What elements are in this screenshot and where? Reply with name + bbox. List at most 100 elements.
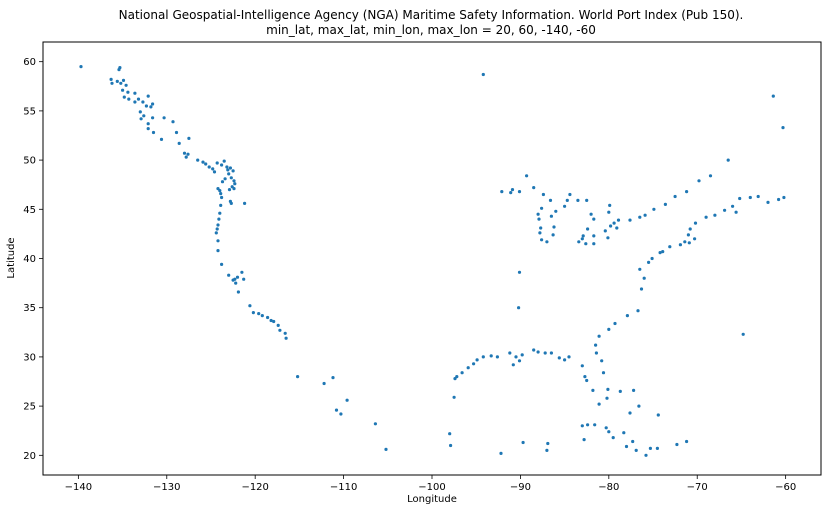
port-point [216, 249, 220, 253]
port-point [549, 351, 554, 355]
port-point [655, 446, 660, 450]
port-point [565, 198, 569, 202]
port-point [568, 192, 572, 197]
port-point [117, 68, 121, 72]
port-point [226, 168, 230, 172]
x-tick-label: −130 [153, 482, 180, 493]
port-point [603, 229, 607, 233]
port-point [536, 212, 540, 216]
port-point [592, 242, 596, 246]
port-point [233, 277, 237, 281]
port-point [782, 195, 786, 200]
x-tick-label: −100 [418, 482, 445, 493]
port-point [121, 78, 126, 82]
port-point [201, 160, 205, 164]
port-point [713, 213, 717, 217]
port-point [604, 426, 608, 430]
port-point [500, 190, 504, 194]
port-point [296, 375, 300, 379]
port-point [142, 114, 146, 118]
port-point [538, 231, 542, 235]
port-point [322, 381, 326, 386]
port-point [638, 267, 642, 271]
port-point [136, 97, 141, 101]
port-point [481, 355, 485, 359]
port-point [232, 179, 236, 183]
port-point [119, 81, 123, 85]
port-point [146, 122, 150, 126]
port-point [260, 314, 264, 318]
port-point [597, 334, 601, 338]
port-point [122, 95, 126, 99]
port-point [236, 290, 240, 294]
port-point [284, 336, 288, 340]
port-point [489, 354, 493, 358]
port-point [218, 211, 222, 215]
port-point [186, 152, 190, 156]
port-point [196, 158, 200, 162]
port-point [215, 227, 219, 231]
port-point [204, 162, 208, 166]
port-point [584, 242, 588, 246]
port-point [609, 224, 613, 228]
port-point [217, 217, 221, 221]
port-point [567, 355, 571, 359]
port-point [242, 277, 246, 281]
x-tick-label: −110 [330, 482, 357, 493]
port-point [606, 236, 610, 240]
port-point [748, 195, 752, 200]
y-tick-label: 50 [23, 156, 36, 167]
port-point [373, 422, 377, 426]
port-point [231, 169, 235, 173]
y-axis-label: Latitude [6, 237, 17, 278]
port-point [334, 408, 339, 412]
port-point [235, 275, 240, 279]
port-point [545, 240, 549, 244]
port-point [607, 327, 611, 331]
port-point [551, 233, 555, 237]
port-point [557, 356, 561, 360]
axis-ticks: −140 −130 −120 −110 −100 −90 −80 −70 −60 20 25 30 35… [23, 57, 796, 493]
port-point [240, 270, 244, 274]
port-point [475, 358, 479, 362]
port-point [276, 323, 280, 327]
port-point [149, 105, 153, 109]
port-point [644, 453, 648, 457]
port-point [594, 351, 599, 355]
port-point [227, 172, 231, 176]
y-tick-label: 60 [23, 57, 36, 68]
port-point [738, 196, 742, 201]
port-point [532, 186, 536, 190]
port-point [756, 194, 760, 199]
port-point [115, 79, 119, 83]
port-point [581, 234, 585, 238]
port-point [606, 387, 610, 391]
port-point [133, 91, 137, 95]
port-point [607, 210, 611, 214]
port-point [631, 439, 635, 444]
port-point [636, 309, 640, 313]
port-point [628, 218, 632, 222]
port-point [548, 198, 553, 202]
port-point [243, 201, 247, 205]
port-point [187, 136, 191, 140]
port-point [663, 202, 668, 206]
port-point [536, 350, 540, 354]
port-point [227, 273, 231, 277]
port-point [127, 97, 131, 101]
port-point [583, 375, 587, 379]
port-point [585, 378, 589, 383]
port-point [723, 208, 727, 212]
port-point [517, 190, 522, 194]
port-point [509, 191, 513, 195]
port-point [611, 436, 615, 440]
port-point [517, 270, 522, 274]
port-point [777, 197, 781, 202]
port-point [586, 227, 590, 231]
port-point [207, 165, 211, 169]
port-point [731, 204, 735, 208]
port-point [615, 226, 619, 230]
port-point [171, 120, 175, 124]
port-point [686, 233, 691, 237]
port-point [174, 130, 179, 135]
